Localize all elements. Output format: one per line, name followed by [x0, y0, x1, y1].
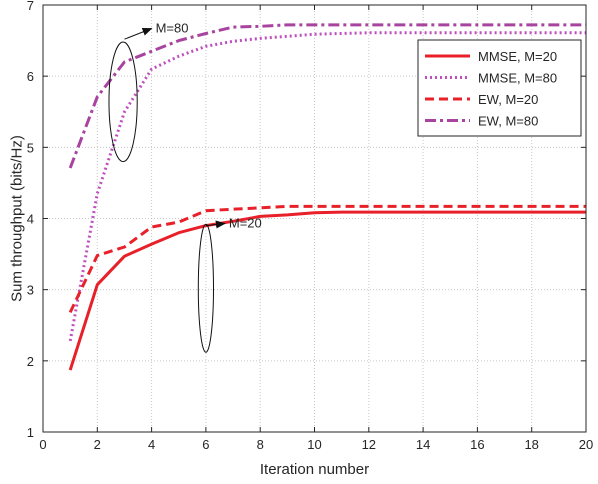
- x-tick-label: 2: [94, 437, 101, 452]
- y-axis-label: Sum throughput (bits/Hz): [8, 135, 25, 302]
- y-tick-label: 6: [27, 69, 34, 84]
- x-axis-label: Iteration number: [260, 461, 369, 478]
- x-tick-label: 8: [257, 437, 264, 452]
- legend-label-1: MMSE, M=20: [478, 49, 557, 64]
- y-tick-label: 5: [27, 140, 34, 155]
- x-tick-label: 16: [470, 437, 484, 452]
- y-tick-label: 1: [27, 425, 34, 440]
- y-tick-label: 3: [27, 283, 34, 298]
- y-tick-label: 2: [27, 354, 34, 369]
- x-tick-label: 14: [416, 437, 430, 452]
- x-tick-label: 0: [39, 437, 46, 452]
- series-line-3: [68, 204, 586, 314]
- x-tick-label: 20: [579, 437, 593, 452]
- series-lines: [68, 23, 586, 371]
- series-line-2: [68, 31, 586, 342]
- y-tick-label: 7: [27, 0, 34, 13]
- annotation-arrow-1: [124, 28, 153, 40]
- legend-label-3: EW, M=20: [478, 92, 538, 107]
- annotation-label-1: M=80: [156, 20, 189, 35]
- x-tick-label: 12: [362, 437, 376, 452]
- legend-label-2: MMSE, M=80: [478, 71, 557, 86]
- x-tick-label: 18: [524, 437, 538, 452]
- y-tick-label: 4: [27, 212, 34, 227]
- legend-label-4: EW, M=80: [478, 114, 538, 129]
- annotation-label-2: M=20: [229, 215, 262, 230]
- annotations: M=80 M=20: [108, 20, 262, 353]
- series-line-4: [68, 23, 586, 169]
- x-tick-label: 10: [307, 437, 321, 452]
- annotation-arrow-2: [205, 220, 226, 229]
- legend: MMSE, M=20 MMSE, M=80 EW, M=20 EW, M=80: [417, 39, 582, 137]
- annotation-ellipse-1: [108, 41, 138, 163]
- annotation-ellipse-2: [197, 223, 215, 353]
- series-line-1: [68, 210, 586, 371]
- x-tick-label: 4: [148, 437, 155, 452]
- x-tick-label: 6: [202, 437, 209, 452]
